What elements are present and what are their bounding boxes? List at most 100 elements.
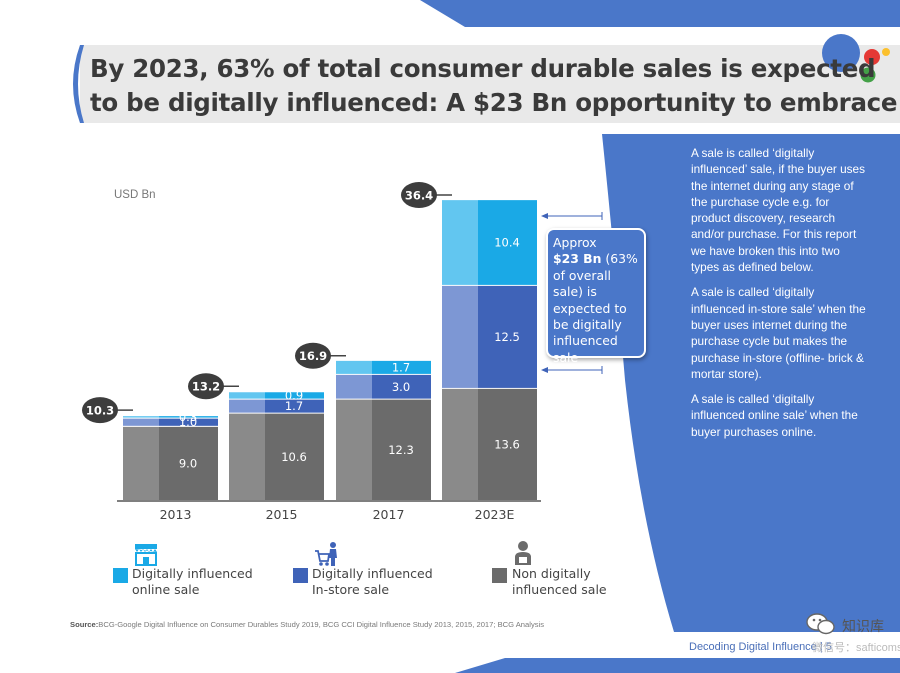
logo-green-dot	[860, 67, 876, 83]
bar-segment-2017-2	[336, 358, 431, 374]
bar-segment-body	[159, 425, 218, 500]
source-note: Source:BCG-Google Digital Influence on C…	[70, 620, 544, 629]
bottom-blue-band	[455, 658, 900, 673]
top-blue-band	[420, 0, 900, 27]
shopping-cart-person-icon	[315, 542, 337, 566]
bar-segment-2017-1	[336, 372, 431, 399]
logo-red-dot	[864, 49, 880, 65]
page-footer: Decoding Digital Influence | 5	[689, 641, 832, 653]
callout-amount: $23 Bn	[553, 251, 602, 267]
definition-in-store: A sale is called ‘digitally influenced i…	[691, 285, 866, 381]
bar-segment-2013-1	[123, 416, 218, 426]
title-band-accent	[73, 45, 84, 123]
total-bubble-shape	[401, 182, 437, 208]
total-bubble-2015: 13.2	[188, 373, 239, 400]
bar-segment-left-shade	[336, 398, 372, 500]
bar-segment-body	[265, 391, 324, 399]
shopper-person-icon	[515, 541, 531, 565]
segment-value-label: 10.4	[494, 236, 520, 250]
legend-online: Digitally influenced online sale	[132, 566, 253, 598]
legend-in-store: Digitally influenced In-store sale	[312, 566, 433, 598]
bar-segment-body	[478, 284, 537, 388]
side-panel	[602, 134, 900, 632]
bar-segment-left-shade	[123, 417, 159, 426]
total-bubble-shape	[188, 373, 224, 400]
total-value-label: 13.2	[192, 380, 220, 394]
bar-segment-left-shade	[123, 415, 159, 418]
bar-segment-left-shade	[442, 284, 478, 388]
bar-segment-2023E-2	[442, 198, 537, 285]
watermark-sub-label: 微信号：safticomsn	[812, 642, 900, 654]
source-text: BCG-Google Digital Influence on Consumer…	[98, 620, 545, 629]
y-axis-unit-label: USD Bn	[114, 189, 156, 201]
title-band	[80, 45, 900, 123]
segment-value-label: 10.6	[281, 450, 307, 464]
bar-segment-left-shade	[229, 391, 265, 399]
x-tick-labels-group: 2013 2015 2017 2023E	[160, 507, 515, 522]
bar-segment-2015-1	[229, 397, 324, 413]
definition-online: A sale is called ‘digitally influenced o…	[691, 392, 858, 439]
segment-value-label: 1.7	[285, 399, 303, 413]
x-tick-label: 2017	[373, 507, 405, 522]
bar-segment-left-shade	[229, 412, 265, 500]
x-tick-label: 2013	[160, 507, 192, 522]
bar-segment-2023E-0	[442, 386, 537, 500]
x-tick-label: 2023E	[475, 507, 515, 522]
wechat-icon	[806, 613, 835, 635]
segment-value-label: 0.3	[179, 410, 197, 424]
bar-segment-2013-0	[123, 424, 218, 500]
source-label: Source:	[70, 620, 99, 629]
definitions-panel: A sale is called ‘digitally influenced’ …	[691, 145, 866, 449]
segment-value-label: 12.3	[388, 443, 414, 457]
bracket-bottom-arrowhead	[541, 367, 548, 373]
segment-value-label: 1.7	[392, 360, 410, 374]
definition-digitally-influenced: A sale is called ‘digitally influenced’ …	[691, 146, 865, 275]
legend-in-store-line-2: In-store sale	[312, 582, 390, 597]
legend-swatch-non-digital	[492, 568, 507, 583]
legend-swatch-in-store	[293, 568, 308, 583]
bar-segment-left-shade	[442, 199, 478, 285]
bar-segment-left-shade	[336, 359, 372, 374]
bar-segment-2023E-1	[442, 283, 537, 388]
callout-bracket	[541, 212, 603, 374]
bar-segment-body	[372, 398, 431, 500]
bar-segment-2015-2	[229, 390, 324, 399]
bars-group	[123, 198, 537, 500]
total-bubble-2017: 16.9	[295, 342, 346, 369]
bar-segment-body	[372, 373, 431, 399]
storefront-icon	[135, 544, 157, 566]
page-title-line-2: to be digitally influenced: A $23 Bn opp…	[90, 88, 898, 117]
bar-segment-left-shade	[229, 398, 265, 413]
assistant-logo	[822, 34, 890, 83]
segment-value-label: 12.5	[494, 330, 520, 344]
bar-segment-left-shade	[123, 425, 159, 500]
bar-segment-body	[159, 417, 218, 426]
bar-segment-body	[478, 387, 537, 500]
segment-value-label: 9.0	[179, 456, 197, 470]
segment-value-label: 3.0	[392, 380, 410, 394]
bar-segment-2013-2	[123, 414, 218, 418]
logo-blue-dot	[822, 34, 860, 72]
legend-in-store-line-1: Digitally influenced	[312, 566, 433, 581]
total-value-label: 36.4	[405, 189, 433, 203]
bar-segment-2017-0	[336, 397, 431, 500]
total-bubble-shape	[295, 342, 331, 369]
total-value-label: 10.3	[86, 404, 114, 418]
bar-segment-2015-0	[229, 411, 324, 500]
total-bubble-2023E: 36.4	[401, 182, 452, 208]
bar-segment-body	[159, 415, 218, 418]
total-bubbles-group: 10.3 13.2 16.9 36.4	[82, 182, 452, 424]
total-bubble-shape	[82, 397, 118, 424]
segment-value-label: 0.9	[285, 388, 303, 402]
logo-yellow-dot	[882, 48, 890, 56]
callout-line-1: Approx	[553, 235, 597, 250]
legend-non-digital-line-1: Non digitally	[512, 566, 591, 581]
bar-segment-body	[265, 398, 324, 413]
legend-non-digital-line-2: influenced sale	[512, 582, 607, 597]
legend-online-line-1: Digitally influenced	[132, 566, 253, 581]
segment-value-label: 1.0	[179, 415, 197, 429]
legend-non-digital: Non digitally influenced sale	[512, 566, 607, 598]
bar-segment-body	[265, 412, 324, 500]
bar-segment-left-shade	[336, 373, 372, 399]
